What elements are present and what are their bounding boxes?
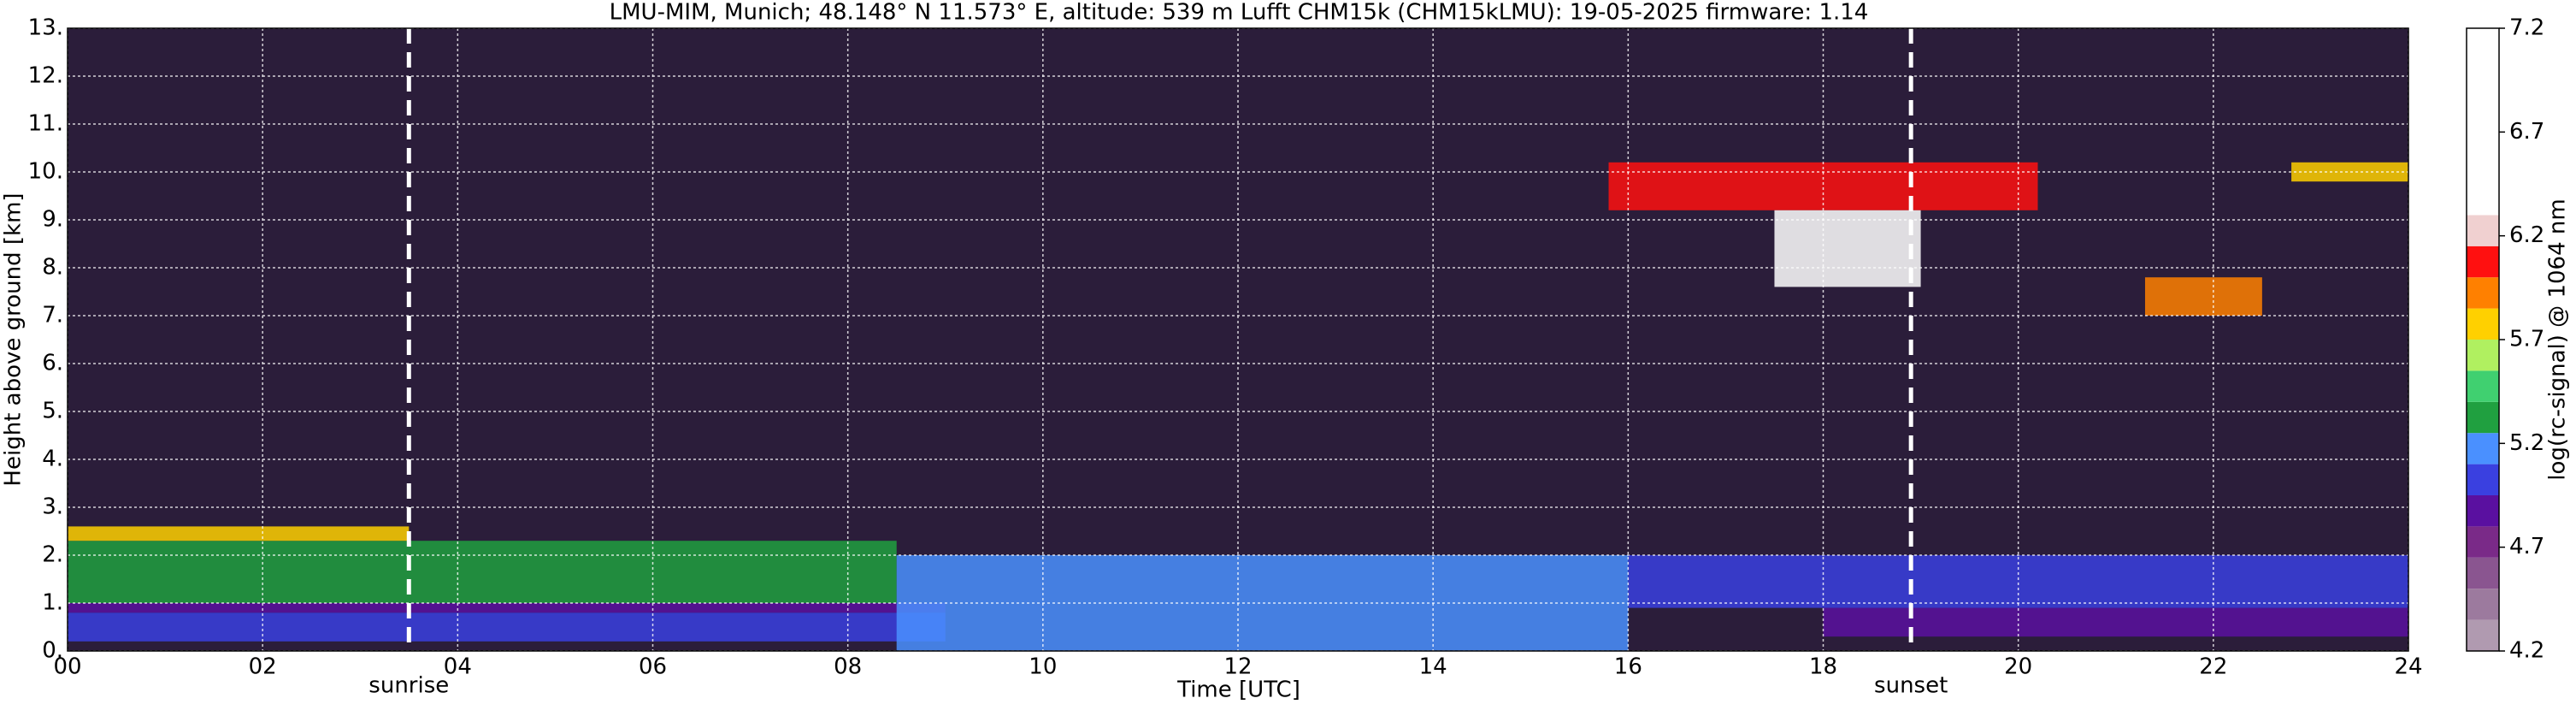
- y-tick-label: 8.: [42, 255, 63, 281]
- y-tick-label: 11.: [28, 111, 63, 137]
- y-tick-label: 0.: [42, 638, 63, 664]
- signal-region: [68, 612, 946, 642]
- colorbar-bin: [2467, 277, 2499, 309]
- x-tick-label: 22: [2199, 654, 2227, 680]
- colorbar-tick-label: 4.7: [2509, 534, 2544, 559]
- x-tick-label: 16: [1614, 654, 1642, 680]
- x-tick-label: 12: [1223, 654, 1252, 680]
- y-tick-label: 5.: [42, 399, 63, 424]
- signal-region: [1774, 210, 1921, 287]
- y-tick-label: 9.: [42, 207, 63, 233]
- signal-region: [68, 603, 946, 613]
- signal-region: [2291, 162, 2408, 182]
- colorbar-bin: [2467, 370, 2499, 402]
- y-tick-label: 1.: [42, 590, 63, 616]
- colorbar-bin: [2467, 215, 2499, 246]
- x-tick-label: 02: [249, 654, 277, 680]
- y-axis-label: Height above ground [km]: [1, 192, 27, 486]
- colorbar-tick-label: 4.2: [2509, 638, 2544, 664]
- colorbar-bin: [2467, 619, 2499, 651]
- colorbar-bin: [2467, 464, 2499, 495]
- signal-region: [1823, 607, 2408, 637]
- colorbar-bin: [2467, 401, 2499, 434]
- y-tick-label: 7.: [42, 303, 63, 328]
- colorbar-bin: [2467, 433, 2499, 464]
- colorbar-bin: [2467, 246, 2499, 278]
- x-tick-label: 10: [1029, 654, 1057, 680]
- y-tick-label: 13.: [28, 15, 63, 41]
- x-tick-label: 06: [639, 654, 667, 680]
- colorbar-tick-label: 5.7: [2509, 327, 2544, 352]
- signal-region: [1608, 162, 2038, 210]
- colorbar-bin: [2467, 589, 2499, 620]
- y-tick-label: 10.: [28, 159, 63, 185]
- signal-region: [2144, 277, 2262, 316]
- x-tick-label: 24: [2394, 654, 2422, 680]
- annotation-label: sunrise: [368, 673, 449, 699]
- x-axis-label: Time [UTC]: [1176, 677, 1300, 703]
- colorbar-bin: [2467, 308, 2499, 340]
- colorbar-bin: [2467, 526, 2499, 558]
- y-tick-label: 2.: [42, 542, 63, 568]
- colorbar-label: log(rc-signal) @ 1064 nm: [2545, 198, 2571, 480]
- annotation-label: sunset: [1874, 673, 1948, 699]
- x-tick-label: 08: [834, 654, 862, 680]
- colorbar-tick-label: 6.2: [2509, 222, 2544, 248]
- y-tick-label: 3.: [42, 494, 63, 520]
- x-tick-label: 18: [1809, 654, 1837, 680]
- colorbar-bin: [2467, 28, 2499, 216]
- y-tick-label: 6.: [42, 351, 63, 376]
- colorbar-bin: [2467, 340, 2499, 371]
- colorbar-tick-label: 7.2: [2509, 15, 2544, 41]
- y-tick-label: 12.: [28, 63, 63, 89]
- colorbar-tick-label: 6.7: [2509, 119, 2544, 145]
- colorbar-tick-label: 5.2: [2509, 430, 2544, 456]
- x-tick-label: 14: [1419, 654, 1447, 680]
- signal-region: [68, 526, 410, 541]
- chart-title: LMU-MIM, Munich; 48.148° N 11.573° E, al…: [610, 0, 1869, 26]
- x-tick-label: 20: [2004, 654, 2032, 680]
- y-tick-label: 4.: [42, 447, 63, 472]
- plot-frame: [67, 27, 2409, 652]
- colorbar-bin: [2467, 495, 2499, 527]
- x-tick-label: 00: [53, 654, 81, 680]
- signal-region: [68, 541, 897, 603]
- x-tick-label: 04: [444, 654, 472, 680]
- colorbar-bin: [2467, 557, 2499, 589]
